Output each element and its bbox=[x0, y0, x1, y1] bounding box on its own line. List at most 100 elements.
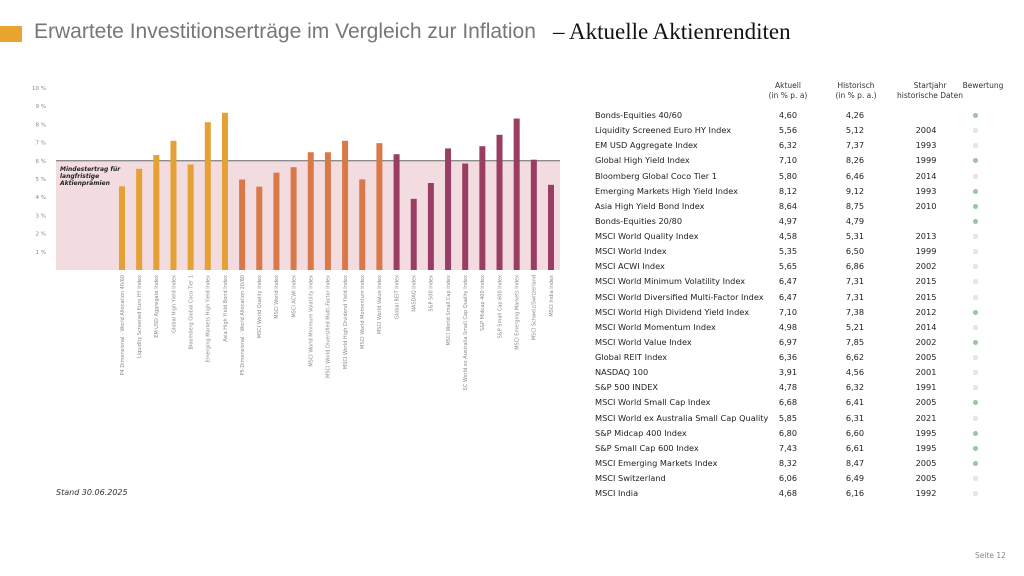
table-row: Bloomberg Global Coco Tier 1 5,80 6,46 2… bbox=[595, 171, 995, 186]
row-current: 3,91 bbox=[778, 367, 798, 378]
row-name: MSCI World Diversified Multi-Factor Inde… bbox=[595, 291, 764, 302]
row-name: Bloomberg Global Coco Tier 1 bbox=[595, 170, 717, 181]
rating-dot-high bbox=[973, 400, 978, 406]
row-current: 7,10 bbox=[778, 155, 798, 166]
row-current: 7,43 bbox=[778, 442, 798, 453]
row-start-year: 2015 bbox=[915, 291, 937, 302]
bar bbox=[136, 168, 143, 270]
row-current: 6,47 bbox=[778, 276, 798, 287]
row-current: 6,68 bbox=[778, 397, 798, 408]
table-row: MSCI World Value Index 6,97 7,85 2002 bbox=[595, 337, 995, 352]
header-rating-line1: Bewertung bbox=[962, 81, 1004, 90]
x-tick-label: Global High Yield Index bbox=[171, 275, 177, 333]
table-row: MSCI Switzerland 6,06 6,49 2005 bbox=[595, 473, 995, 488]
x-tick-label: MSCI World Small Cap Index bbox=[446, 275, 452, 346]
row-name: EM USD Aggregate Index bbox=[595, 140, 698, 151]
bar bbox=[427, 183, 434, 270]
rating-dot-high bbox=[973, 460, 978, 466]
table-row: S&P Small Cap 600 Index 7,43 6,61 1995 bbox=[595, 443, 995, 458]
page-title: Erwartete Investitionserträge im Verglei… bbox=[34, 20, 536, 43]
x-tick-label: MSCI Emerging Markets Index bbox=[514, 275, 520, 350]
rating-dot-high bbox=[973, 143, 978, 149]
row-current: 6,47 bbox=[778, 291, 798, 302]
y-tick-label: 6 % bbox=[36, 159, 46, 165]
x-tick-label: Asia High Yield Bond Index bbox=[223, 275, 229, 342]
x-tick-label: MSCI World Value Index bbox=[377, 275, 383, 334]
x-tick-label: MSCI World Diversified Multi-Factor Inde… bbox=[326, 275, 332, 378]
rating-dot-high bbox=[973, 249, 978, 255]
row-current: 4,97 bbox=[778, 215, 798, 226]
row-start-year: 2001 bbox=[915, 367, 937, 378]
row-name: MSCI ACWI Index bbox=[595, 261, 665, 272]
rating-dot-high bbox=[973, 370, 978, 376]
row-current: 4,68 bbox=[778, 488, 798, 499]
row-current: 5,85 bbox=[778, 412, 798, 423]
bar bbox=[256, 186, 263, 270]
row-start-year: 2015 bbox=[915, 276, 937, 287]
row-name: Global REIT Index bbox=[595, 352, 668, 363]
rating-dot-high bbox=[973, 309, 978, 315]
row-current: 4,58 bbox=[778, 231, 798, 242]
row-historic: 6,31 bbox=[845, 412, 865, 423]
title-dash: – bbox=[553, 19, 565, 44]
as-of-date: Stand 30.06.2025 bbox=[56, 488, 128, 497]
bar bbox=[119, 186, 125, 270]
y-tick-label: 8 % bbox=[36, 122, 46, 128]
bar bbox=[548, 184, 554, 270]
table-row: S&P Midcap 400 Index 6,80 6,60 1995 bbox=[595, 428, 995, 443]
rating-dot-high bbox=[973, 324, 978, 330]
row-historic: 7,31 bbox=[845, 291, 865, 302]
table-row: Global REIT Index 6,36 6,62 2005 bbox=[595, 352, 995, 367]
threshold-label: langfristige bbox=[60, 173, 99, 180]
row-current: 5,56 bbox=[778, 125, 798, 136]
row-start-year: 2005 bbox=[915, 457, 937, 468]
x-tick-label: EM USD Aggregate Index bbox=[154, 275, 160, 338]
bar bbox=[290, 167, 297, 270]
row-historic: 4,56 bbox=[845, 367, 865, 378]
x-tick-label: MSCI World High Dividend Yield Index bbox=[343, 275, 349, 369]
row-historic: 8,26 bbox=[845, 155, 865, 166]
row-name: Bonds-Equities 40/60 bbox=[595, 110, 683, 120]
rating-dot-high bbox=[973, 188, 978, 194]
row-start-year: 2005 bbox=[915, 473, 937, 484]
bar bbox=[496, 134, 503, 270]
row-start-year: 1993 bbox=[915, 140, 937, 151]
row-historic: 5,21 bbox=[845, 321, 865, 332]
rating-dot-high bbox=[973, 234, 978, 240]
row-historic: 8,75 bbox=[845, 200, 865, 211]
row-start-year: 2014 bbox=[915, 170, 937, 181]
y-tick-label: 4 % bbox=[36, 195, 46, 201]
row-start-year: 1999 bbox=[915, 246, 937, 257]
header-historic: Historisch (in % p. a.) bbox=[833, 81, 879, 101]
y-tick-label: 9 % bbox=[36, 104, 46, 110]
bar bbox=[221, 112, 228, 270]
bar bbox=[410, 198, 417, 270]
row-name: Asia High Yield Bond Index bbox=[595, 200, 705, 211]
row-name: Bonds-Equities 20/80 bbox=[595, 215, 683, 226]
table-row: MSCI World Minimum Volatility Index 6,47… bbox=[595, 276, 995, 291]
y-tick-label: 7 % bbox=[36, 141, 46, 147]
x-tick-label: MSCI World Index bbox=[274, 275, 280, 319]
row-historic: 6,16 bbox=[845, 488, 865, 499]
row-name: MSCI World High Dividend Yield Index bbox=[595, 306, 750, 317]
row-historic: 6,62 bbox=[845, 352, 865, 363]
row-current: 5,65 bbox=[778, 261, 798, 272]
rating-dot-high bbox=[973, 415, 978, 421]
x-tick-label: MSCI World Momentum Index bbox=[360, 275, 366, 349]
row-historic: 6,46 bbox=[845, 170, 865, 181]
row-start-year: 2005 bbox=[915, 352, 937, 363]
bar-chart: Mindestertrag fürlangfristigeAktienprämi… bbox=[32, 86, 560, 390]
row-start-year: 1992 bbox=[915, 488, 937, 499]
row-start-year: 2002 bbox=[915, 336, 937, 347]
bar bbox=[445, 148, 452, 270]
row-name: MSCI World Small Cap Index bbox=[595, 397, 711, 408]
row-name: MSCI Switzerland bbox=[595, 473, 666, 484]
row-historic: 6,41 bbox=[845, 397, 865, 408]
row-current: 4,78 bbox=[778, 382, 798, 393]
x-tick-label: Liquidity Screened Euro HY Index bbox=[137, 275, 143, 358]
header-historic-line2: (in % p. a.) bbox=[835, 91, 877, 100]
row-name: Global High Yield Index bbox=[595, 155, 690, 166]
y-tick-label: 5 % bbox=[36, 177, 46, 183]
bar bbox=[376, 143, 383, 270]
